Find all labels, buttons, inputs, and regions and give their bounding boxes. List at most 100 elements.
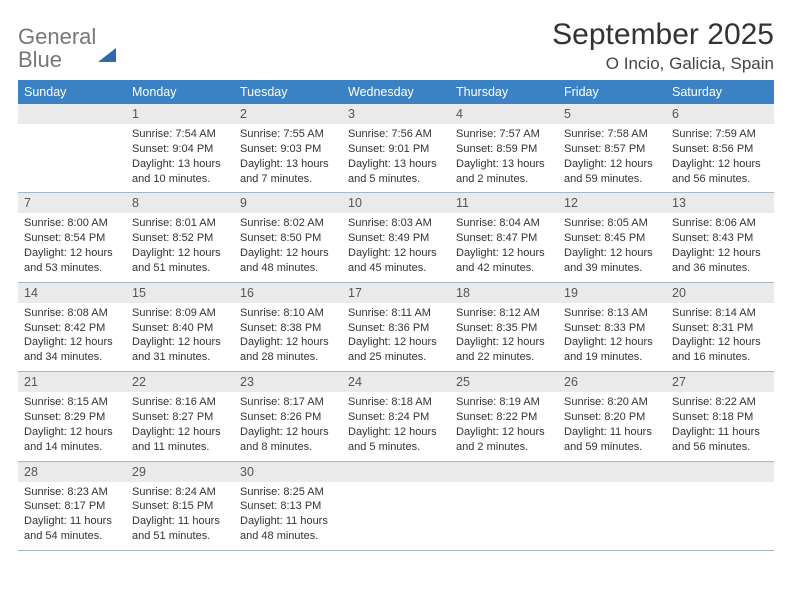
day-cell: Sunrise: 8:09 AMSunset: 8:40 PMDaylight:… [126, 303, 234, 372]
day-cell [450, 482, 558, 551]
day-number [558, 461, 666, 482]
daylight-text: Daylight: 12 hours and 59 minutes. [564, 157, 660, 187]
day-number-row: 14151617181920 [18, 282, 774, 303]
day-number: 1 [126, 104, 234, 124]
daylight-text: Daylight: 11 hours and 54 minutes. [24, 514, 120, 544]
day-cell: Sunrise: 8:02 AMSunset: 8:50 PMDaylight:… [234, 213, 342, 282]
sunrise-text: Sunrise: 7:59 AM [672, 127, 768, 142]
day-cell [342, 482, 450, 551]
day-number: 30 [234, 461, 342, 482]
day-cell: Sunrise: 7:55 AMSunset: 9:03 PMDaylight:… [234, 124, 342, 193]
sunset-text: Sunset: 8:43 PM [672, 231, 768, 246]
day-number: 19 [558, 282, 666, 303]
sunrise-text: Sunrise: 8:23 AM [24, 485, 120, 500]
day-number-row: 21222324252627 [18, 372, 774, 393]
daylight-text: Daylight: 13 hours and 7 minutes. [240, 157, 336, 187]
day-number: 13 [666, 193, 774, 214]
sunrise-text: Sunrise: 8:01 AM [132, 216, 228, 231]
day-number [342, 461, 450, 482]
daylight-text: Daylight: 11 hours and 56 minutes. [672, 425, 768, 455]
sunset-text: Sunset: 8:56 PM [672, 142, 768, 157]
sunrise-text: Sunrise: 8:25 AM [240, 485, 336, 500]
day-number: 17 [342, 282, 450, 303]
daylight-text: Daylight: 12 hours and 39 minutes. [564, 246, 660, 276]
location: O Incio, Galicia, Spain [552, 54, 774, 74]
day-cell [558, 482, 666, 551]
sunset-text: Sunset: 8:54 PM [24, 231, 120, 246]
daylight-text: Daylight: 11 hours and 51 minutes. [132, 514, 228, 544]
sunset-text: Sunset: 8:49 PM [348, 231, 444, 246]
sunrise-text: Sunrise: 7:57 AM [456, 127, 552, 142]
brand-part2: Blue [18, 47, 62, 72]
sunset-text: Sunset: 8:57 PM [564, 142, 660, 157]
brand-logo: General Blue [18, 26, 116, 72]
day-cell: Sunrise: 8:01 AMSunset: 8:52 PMDaylight:… [126, 213, 234, 282]
day-number: 2 [234, 104, 342, 124]
sunset-text: Sunset: 8:52 PM [132, 231, 228, 246]
day-cell: Sunrise: 8:20 AMSunset: 8:20 PMDaylight:… [558, 392, 666, 461]
daylight-text: Daylight: 12 hours and 25 minutes. [348, 335, 444, 365]
sunrise-text: Sunrise: 8:19 AM [456, 395, 552, 410]
sunset-text: Sunset: 8:36 PM [348, 321, 444, 336]
day-cell: Sunrise: 8:11 AMSunset: 8:36 PMDaylight:… [342, 303, 450, 372]
daylight-text: Daylight: 13 hours and 10 minutes. [132, 157, 228, 187]
brand-part1: General [18, 24, 96, 49]
daylight-text: Daylight: 12 hours and 56 minutes. [672, 157, 768, 187]
day-cell: Sunrise: 8:08 AMSunset: 8:42 PMDaylight:… [18, 303, 126, 372]
day-number: 22 [126, 372, 234, 393]
day-number [450, 461, 558, 482]
day-cell: Sunrise: 8:19 AMSunset: 8:22 PMDaylight:… [450, 392, 558, 461]
sunset-text: Sunset: 9:04 PM [132, 142, 228, 157]
day-number: 14 [18, 282, 126, 303]
sunrise-text: Sunrise: 8:14 AM [672, 306, 768, 321]
day-cell: Sunrise: 8:14 AMSunset: 8:31 PMDaylight:… [666, 303, 774, 372]
day-cell: Sunrise: 8:25 AMSunset: 8:13 PMDaylight:… [234, 482, 342, 551]
daylight-text: Daylight: 11 hours and 59 minutes. [564, 425, 660, 455]
daylight-text: Daylight: 12 hours and 11 minutes. [132, 425, 228, 455]
day-cell: Sunrise: 8:17 AMSunset: 8:26 PMDaylight:… [234, 392, 342, 461]
sunrise-text: Sunrise: 8:08 AM [24, 306, 120, 321]
day-number: 15 [126, 282, 234, 303]
daylight-text: Daylight: 12 hours and 34 minutes. [24, 335, 120, 365]
day-content-row: Sunrise: 8:00 AMSunset: 8:54 PM Daylight:… [18, 213, 774, 282]
daylight-text: Daylight: 12 hours and 36 minutes. [672, 246, 768, 276]
sunset-text: Sunset: 8:31 PM [672, 321, 768, 336]
sunset-text: Sunset: 8:47 PM [456, 231, 552, 246]
sunrise-text: Sunrise: 8:20 AM [564, 395, 660, 410]
day-content-row: Sunrise: 8:08 AMSunset: 8:42 PMDaylight:… [18, 303, 774, 372]
daylight-text: Daylight: 12 hours and 45 minutes. [348, 246, 444, 276]
day-header: Thursday [450, 80, 558, 104]
sunrise-text: Sunrise: 7:56 AM [348, 127, 444, 142]
sunrise-text: Sunrise: 8:10 AM [240, 306, 336, 321]
sunrise-text: Sunrise: 8:09 AM [132, 306, 228, 321]
daylight-text: Daylight: 13 hours and 5 minutes. [348, 157, 444, 187]
sunrise-text: Sunrise: 7:55 AM [240, 127, 336, 142]
daylight-text: Daylight: 12 hours and 5 minutes. [348, 425, 444, 455]
sunset-text: Sunset: 8:18 PM [672, 410, 768, 425]
day-cell [18, 124, 126, 193]
sunrise-text: Sunrise: 8:00 AM [24, 216, 120, 231]
sunrise-text: Sunrise: 8:03 AM [348, 216, 444, 231]
day-number: 28 [18, 461, 126, 482]
daylight-text: Daylight: 12 hours and 16 minutes. [672, 335, 768, 365]
daylight-text: Daylight: 11 hours and 48 minutes. [240, 514, 336, 544]
day-content-row: Sunrise: 8:23 AMSunset: 8:17 PMDaylight:… [18, 482, 774, 551]
day-content-row: Sunrise: 7:54 AMSunset: 9:04 PMDaylight:… [18, 124, 774, 193]
day-number: 12 [558, 193, 666, 214]
sunset-text: Sunset: 8:29 PM [24, 410, 120, 425]
sunrise-text: Sunrise: 8:17 AM [240, 395, 336, 410]
sunset-text: Sunset: 9:01 PM [348, 142, 444, 157]
daylight-text: Daylight: 13 hours and 2 minutes. [456, 157, 552, 187]
day-number: 25 [450, 372, 558, 393]
day-number: 18 [450, 282, 558, 303]
sunset-text: Sunset: 8:26 PM [240, 410, 336, 425]
day-number: 6 [666, 104, 774, 124]
day-cell: Sunrise: 8:23 AMSunset: 8:17 PMDaylight:… [18, 482, 126, 551]
sunset-text: Sunset: 8:17 PM [24, 499, 120, 514]
sunset-text: Sunset: 8:24 PM [348, 410, 444, 425]
day-number: 29 [126, 461, 234, 482]
day-cell: Sunrise: 8:05 AMSunset: 8:45 PMDaylight:… [558, 213, 666, 282]
daylight-text: Daylight: 12 hours and 8 minutes. [240, 425, 336, 455]
day-cell: Sunrise: 7:58 AMSunset: 8:57 PMDaylight:… [558, 124, 666, 193]
day-cell: Sunrise: 8:04 AMSunset: 8:47 PMDaylight:… [450, 213, 558, 282]
